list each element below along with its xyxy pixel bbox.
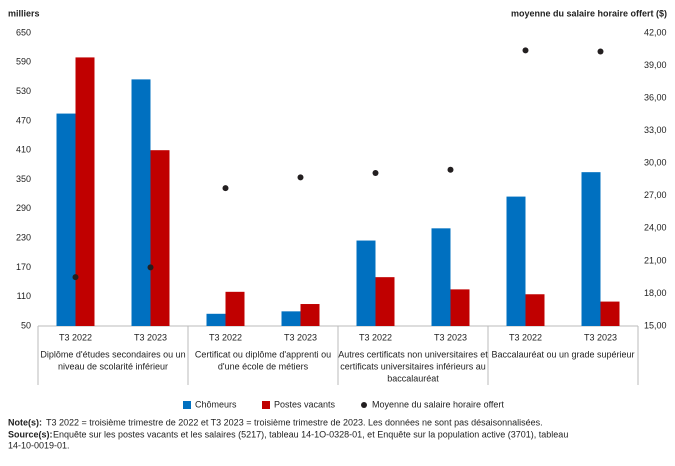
group-label: Certificat ou diplôme d'apprenti ou — [195, 349, 331, 359]
bar — [300, 304, 320, 326]
note-label: Source(s): — [8, 429, 53, 439]
group-label: niveau de scolarité inférieur — [58, 361, 168, 371]
note-text: 14-10-0019-01. — [8, 440, 70, 450]
group-label: Autres certificats non universitaires et — [338, 349, 488, 359]
bar — [281, 311, 301, 326]
x-tick-label: T3 2022 — [209, 332, 242, 342]
group-label: certificats universitaires inférieurs au — [340, 361, 486, 371]
y2-tick-label: 30,00 — [644, 158, 667, 168]
x-tick-label: T3 2023 — [434, 332, 467, 342]
legend-marker — [361, 402, 367, 408]
group-label: Diplôme d'études secondaires ou un — [40, 349, 185, 359]
legend-label: Chômeurs — [195, 399, 237, 409]
y-tick-label: 530 — [16, 86, 31, 96]
dot — [447, 166, 454, 173]
dot — [147, 264, 154, 271]
bar — [600, 301, 620, 326]
y2-tick-label: 42,00 — [644, 27, 667, 37]
bar — [450, 289, 470, 326]
y-axis-title: milliers — [8, 8, 40, 18]
y-tick-label: 230 — [16, 232, 31, 242]
bar — [206, 313, 226, 326]
bar — [131, 79, 151, 327]
dot — [222, 185, 229, 192]
group-label: baccalauréat — [387, 373, 439, 383]
x-tick-label: T3 2023 — [584, 332, 617, 342]
note-text: T3 2022 = troisième trimestre de 2022 et… — [46, 417, 543, 427]
dot — [297, 174, 304, 181]
y-tick-label: 410 — [16, 145, 31, 155]
x-tick-label: T3 2022 — [359, 332, 392, 342]
bar — [56, 113, 76, 326]
dot — [372, 169, 379, 176]
legend-label: Moyenne du salaire horaire offert — [372, 399, 504, 409]
bar — [150, 150, 170, 326]
y-tick-label: 170 — [16, 262, 31, 272]
bar — [581, 172, 601, 326]
y-tick-label: 650 — [16, 27, 31, 37]
legend-marker — [262, 401, 270, 409]
group-label: Baccalauréat ou un grade supérieur — [491, 349, 634, 359]
y-tick-label: 290 — [16, 203, 31, 213]
y-tick-label: 110 — [17, 291, 31, 301]
dot — [72, 274, 79, 281]
note-label: Note(s): — [8, 417, 42, 427]
dot — [597, 48, 604, 55]
bar — [375, 277, 395, 326]
y-tick-label: 470 — [16, 115, 31, 125]
y-tick-label: 50 — [21, 320, 31, 330]
y2-tick-label: 18,00 — [644, 288, 667, 298]
dot — [522, 47, 529, 54]
bar — [525, 294, 545, 326]
y-tick-label: 350 — [16, 174, 31, 184]
y2-tick-label: 39,00 — [644, 60, 667, 70]
bar — [75, 57, 95, 327]
y-tick-label: 590 — [16, 57, 31, 67]
legend-label: Postes vacants — [274, 399, 336, 409]
bar — [225, 291, 245, 326]
bar — [356, 240, 376, 326]
x-tick-label: T3 2022 — [59, 332, 92, 342]
y2-tick-label: 27,00 — [644, 190, 667, 200]
bar — [506, 196, 526, 326]
y2-tick-label: 24,00 — [644, 223, 667, 233]
y2-tick-label: 33,00 — [644, 125, 667, 135]
bar — [431, 228, 451, 326]
group-label: d'une école de métiers — [218, 361, 309, 371]
y2-axis-title: moyenne du salaire horaire offert ($) — [511, 8, 667, 18]
y2-tick-label: 36,00 — [644, 92, 667, 102]
note-text: Enquête sur les postes vacants et les sa… — [53, 429, 568, 439]
y2-tick-label: 21,00 — [644, 255, 667, 265]
y2-tick-label: 15,00 — [644, 320, 667, 330]
x-tick-label: T3 2022 — [509, 332, 542, 342]
x-tick-label: T3 2023 — [284, 332, 317, 342]
x-tick-label: T3 2023 — [134, 332, 167, 342]
legend-marker — [183, 401, 191, 409]
